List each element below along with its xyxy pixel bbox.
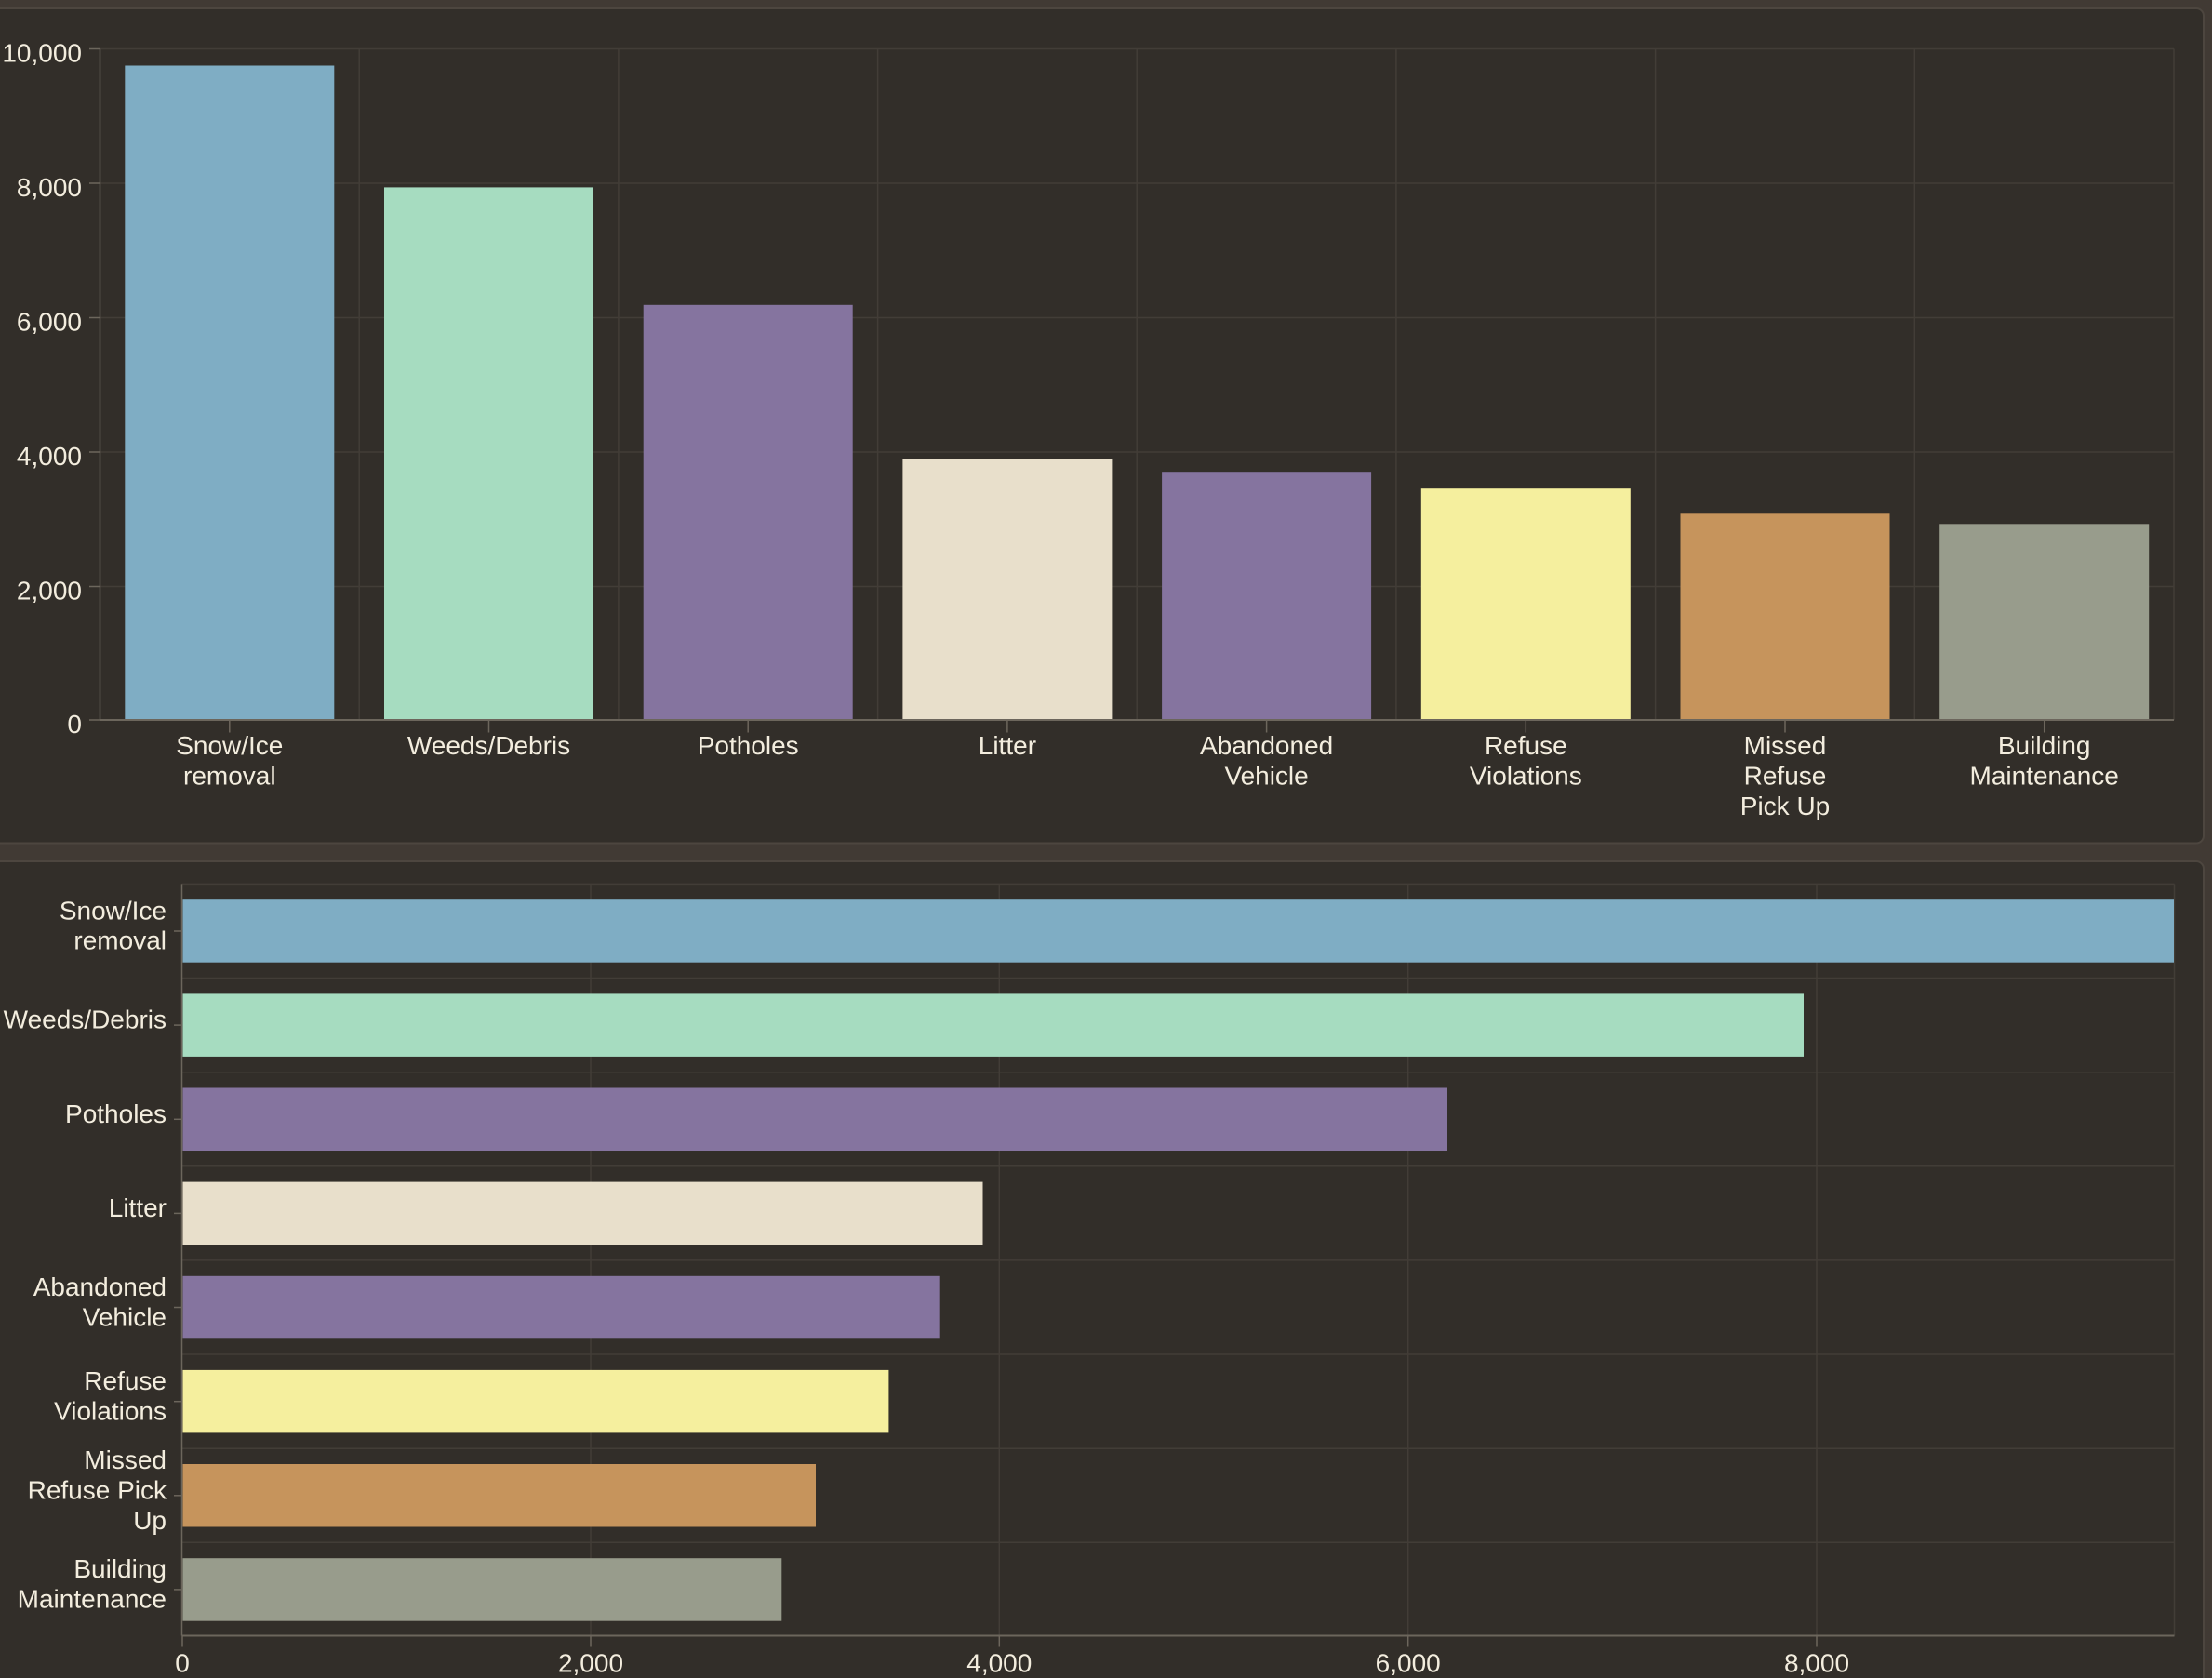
- svg-text:Violations: Violations: [1470, 762, 1582, 791]
- svg-text:Vehicle: Vehicle: [1224, 762, 1308, 791]
- svg-text:Potholes: Potholes: [65, 1099, 167, 1128]
- svg-text:Maintenance: Maintenance: [1970, 762, 2119, 791]
- svg-text:2,000: 2,000: [17, 577, 82, 606]
- svg-text:Building: Building: [1998, 731, 2091, 760]
- svg-text:Weeds/Debris: Weeds/Debris: [4, 1005, 167, 1034]
- svg-text:Pick Up: Pick Up: [1740, 792, 1830, 820]
- svg-text:6,000: 6,000: [1376, 1649, 1441, 1678]
- svg-text:8,000: 8,000: [1784, 1649, 1849, 1678]
- svg-text:Snow/Ice: Snow/Ice: [176, 731, 283, 760]
- svg-text:Snow/Ice: Snow/Ice: [60, 896, 167, 925]
- svg-text:2,000: 2,000: [558, 1649, 623, 1678]
- svg-text:Maintenance: Maintenance: [18, 1585, 167, 1614]
- svg-text:8,000: 8,000: [17, 173, 82, 202]
- svg-text:Weeds/Debris: Weeds/Debris: [407, 731, 570, 760]
- svg-text:Abandoned: Abandoned: [33, 1272, 167, 1301]
- svg-text:10,000: 10,000: [2, 39, 82, 68]
- svg-text:Abandoned: Abandoned: [1200, 731, 1333, 760]
- svg-text:Litter: Litter: [109, 1193, 167, 1222]
- svg-text:4,000: 4,000: [17, 442, 82, 471]
- svg-text:Refuse Pick: Refuse Pick: [28, 1475, 167, 1504]
- svg-text:Potholes: Potholes: [698, 731, 799, 760]
- svg-text:Refuse: Refuse: [84, 1366, 167, 1395]
- svg-text:Refuse: Refuse: [1485, 731, 1567, 760]
- svg-text:6,000: 6,000: [17, 308, 82, 337]
- svg-text:Refuse: Refuse: [1744, 762, 1827, 791]
- svg-text:Violations: Violations: [54, 1396, 167, 1425]
- svg-text:Missed: Missed: [1744, 731, 1827, 760]
- svg-text:Litter: Litter: [979, 731, 1036, 760]
- svg-text:0: 0: [67, 710, 82, 739]
- svg-text:removal: removal: [183, 762, 276, 791]
- svg-text:removal: removal: [73, 926, 167, 955]
- svg-text:Building: Building: [73, 1554, 167, 1583]
- svg-text:Vehicle: Vehicle: [83, 1302, 167, 1331]
- svg-text:4,000: 4,000: [966, 1649, 1032, 1678]
- svg-text:Up: Up: [133, 1506, 167, 1535]
- svg-text:Missed: Missed: [84, 1445, 167, 1474]
- svg-text:0: 0: [175, 1649, 190, 1678]
